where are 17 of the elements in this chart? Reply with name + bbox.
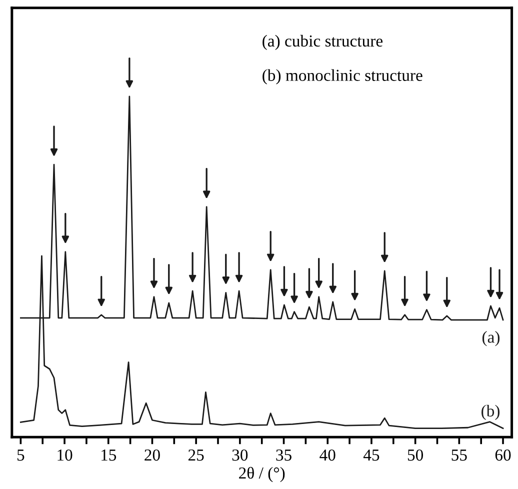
x-tick-label: 10 [58, 449, 72, 461]
x-tick-label: 60 [495, 449, 511, 461]
x-tick-label: 40 [320, 449, 336, 461]
x-tick-label: 5 [17, 450, 24, 461]
series-label: (a) [482, 331, 500, 346]
x-tick-label: 30 [232, 449, 248, 461]
x-tick-label: 25 [188, 450, 204, 461]
x-tick-label: 35 [276, 450, 292, 461]
x-tick-label: 50 [408, 449, 424, 461]
text: (b) monoclinic structure [262, 69, 422, 84]
x-axis-title: 2θ / (°) [239, 466, 285, 482]
x-tick-label: 55 [452, 450, 467, 461]
x-tick-label: 45 [363, 450, 380, 461]
series-label: (b) [482, 404, 500, 420]
x-tick-label: 20 [144, 449, 160, 461]
text: (a) cubic structure [262, 34, 383, 50]
x-tick-label: 15 [102, 450, 116, 461]
